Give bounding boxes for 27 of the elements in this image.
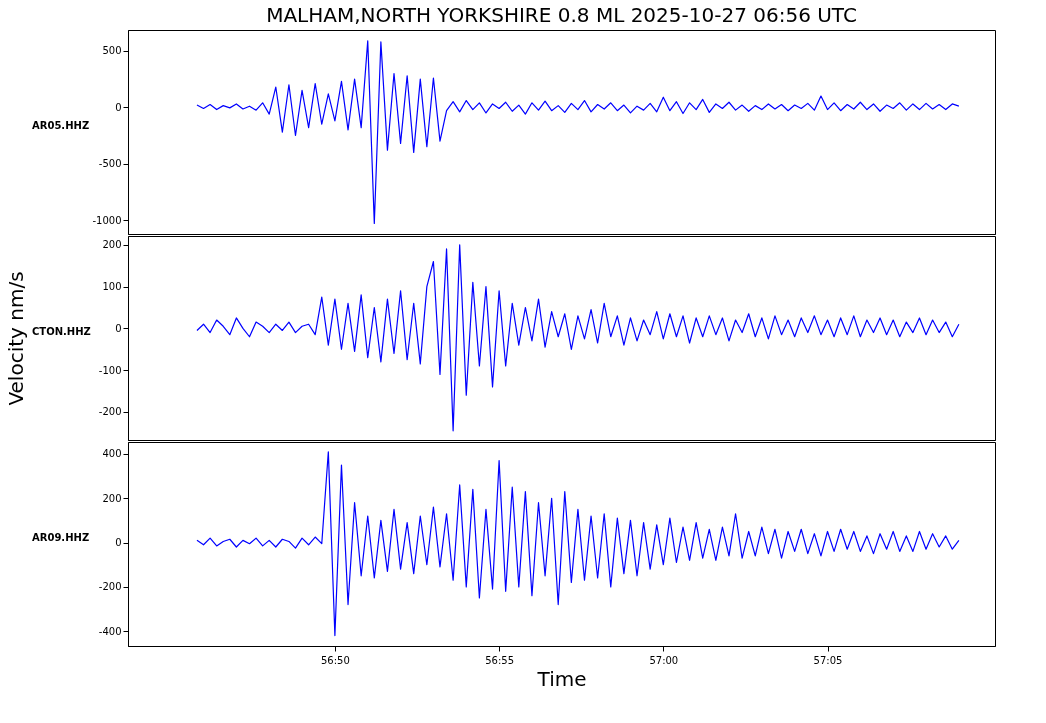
y-tick-label: -400 xyxy=(98,625,122,637)
y-tick-label: -1000 xyxy=(92,214,122,226)
line-series xyxy=(196,40,960,225)
x-tick-label: 57:05 xyxy=(813,654,843,666)
line-series xyxy=(196,244,960,432)
x-tick-label: 56:55 xyxy=(485,654,515,666)
x-axis-title: Time xyxy=(536,666,587,691)
text: CTON.HHZ xyxy=(32,326,91,337)
x-tick-label: 56:50 xyxy=(320,654,350,666)
x-tick-label: 57:00 xyxy=(649,654,679,666)
y-tick-label: -100 xyxy=(98,364,122,376)
y-axis-title: Velocity nm/s xyxy=(3,271,28,406)
y-tick-label: -200 xyxy=(98,581,122,593)
y-tick-label: 200 xyxy=(102,492,122,504)
y-tick-label: 100 xyxy=(102,281,122,293)
y-tick-label: 500 xyxy=(102,45,122,57)
text: AR05.HHZ xyxy=(32,120,90,131)
text: AR09.HHZ xyxy=(32,532,90,543)
y-tick-label: 400 xyxy=(102,448,122,460)
y-tick-label: 0 xyxy=(115,537,122,549)
line-series xyxy=(196,451,960,637)
y-tick-label: 0 xyxy=(115,322,122,334)
y-tick-label: -500 xyxy=(98,158,122,170)
chart-title: MALHAM,NORTH YORKSHIRE 0.8 ML 2025-10-27 06:56 UTC xyxy=(266,3,857,27)
y-tick-label: 200 xyxy=(102,239,122,251)
y-tick-label: -200 xyxy=(98,406,122,418)
y-tick-label: 0 xyxy=(115,101,122,113)
